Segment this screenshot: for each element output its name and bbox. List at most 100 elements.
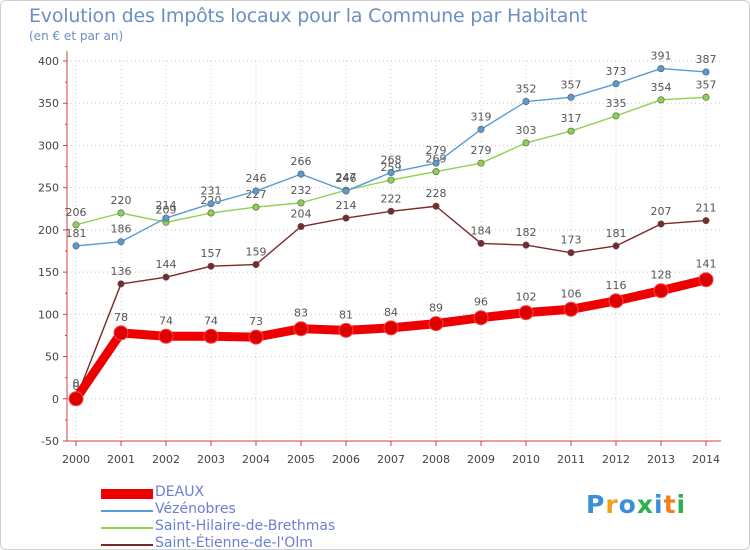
data-label: 279 — [426, 144, 447, 157]
data-label: 246 — [336, 172, 357, 185]
data-point — [207, 209, 215, 217]
data-point — [657, 96, 665, 104]
data-point — [518, 305, 534, 321]
data-label: 222 — [381, 192, 402, 205]
logo-letter: o — [618, 490, 637, 519]
y-tick-label: 100 — [38, 308, 59, 321]
data-point — [117, 238, 125, 246]
data-label: 106 — [561, 287, 582, 300]
data-point — [162, 214, 170, 222]
data-label: 184 — [471, 224, 492, 237]
data-point — [158, 328, 174, 344]
data-point — [608, 293, 624, 309]
data-label: 209 — [156, 203, 177, 216]
data-point — [297, 199, 305, 207]
data-label: 317 — [561, 112, 582, 125]
data-label: 141 — [696, 258, 717, 271]
data-point — [297, 223, 305, 231]
data-label: 116 — [606, 279, 627, 292]
x-tick-label: 2012 — [602, 453, 630, 466]
data-label: 228 — [426, 187, 447, 200]
data-point — [698, 272, 714, 288]
data-point — [522, 98, 530, 106]
data-label: 74 — [204, 314, 218, 327]
data-label: 391 — [651, 50, 672, 63]
data-label: 247 — [336, 171, 357, 184]
data-label: 204 — [291, 208, 312, 221]
legend-swatch-vezenobres — [101, 510, 153, 512]
x-tick-label: 2004 — [242, 453, 270, 466]
data-label: 279 — [471, 144, 492, 157]
data-label: 357 — [696, 78, 717, 91]
x-tick-label: 2005 — [287, 453, 315, 466]
data-point — [207, 200, 215, 208]
legend-label-deaux: DEAUX — [155, 484, 205, 500]
data-point — [338, 322, 354, 338]
data-label: 373 — [606, 65, 627, 78]
data-label: 335 — [606, 97, 627, 110]
data-label: 0 — [73, 377, 80, 390]
proxiti-logo: Proxiti — [586, 490, 686, 519]
data-point — [702, 93, 710, 101]
data-point — [72, 242, 80, 250]
data-point — [113, 325, 129, 341]
logo-letter: i — [676, 490, 687, 519]
data-point — [477, 239, 485, 247]
x-tick-label: 2014 — [692, 453, 720, 466]
x-tick-label: 2010 — [512, 453, 540, 466]
data-point — [567, 249, 575, 257]
data-point — [653, 283, 669, 299]
data-label: 157 — [201, 247, 222, 260]
data-point — [477, 159, 485, 167]
data-label: 211 — [696, 202, 717, 215]
data-point — [72, 221, 80, 229]
legend-swatch-deaux — [101, 489, 153, 499]
chart-title: Evolution des Impôts locaux pour la Comm… — [29, 5, 588, 27]
data-point — [387, 168, 395, 176]
y-tick-label: -50 — [41, 435, 59, 448]
data-point — [383, 320, 399, 336]
data-point — [612, 112, 620, 120]
data-label: 83 — [294, 307, 308, 320]
x-tick-label: 2002 — [152, 453, 180, 466]
data-label: 102 — [516, 291, 537, 304]
data-point — [68, 391, 84, 407]
data-label: 268 — [381, 153, 402, 166]
data-point — [252, 203, 260, 211]
chart-subtitle: (en € et par an) — [29, 29, 124, 43]
x-tick-label: 2011 — [557, 453, 585, 466]
data-label: 0 — [73, 380, 80, 393]
legend-swatch-saint-etienne — [101, 544, 153, 546]
data-label: 159 — [246, 246, 267, 259]
data-point — [203, 328, 219, 344]
data-point — [117, 209, 125, 217]
data-label: 182 — [516, 226, 537, 239]
data-point — [293, 321, 309, 337]
data-label: 227 — [246, 188, 267, 201]
data-label: 128 — [651, 269, 672, 282]
data-label: 81 — [339, 308, 353, 321]
data-label: 207 — [651, 205, 672, 218]
data-point — [432, 159, 440, 167]
data-point — [612, 242, 620, 250]
data-point — [657, 220, 665, 228]
logo-letter: t — [663, 490, 677, 519]
data-label: 232 — [291, 184, 312, 197]
x-tick-label: 2009 — [467, 453, 495, 466]
y-tick-label: 350 — [38, 97, 59, 110]
y-tick-label: 400 — [38, 55, 59, 68]
data-point — [342, 214, 350, 222]
data-point — [207, 262, 215, 270]
legend-item-deaux: DEAUX — [101, 484, 401, 503]
data-label: 206 — [66, 206, 87, 219]
data-point — [567, 127, 575, 135]
data-point — [702, 217, 710, 225]
data-point — [563, 301, 579, 317]
data-label: 352 — [516, 83, 537, 96]
data-point — [342, 187, 350, 195]
data-label: 266 — [291, 155, 312, 168]
legend-label-saint-hilaire: Saint-Hilaire-de-Brethmas — [155, 518, 336, 534]
data-point — [473, 310, 489, 326]
logo-letter: r — [605, 490, 619, 519]
